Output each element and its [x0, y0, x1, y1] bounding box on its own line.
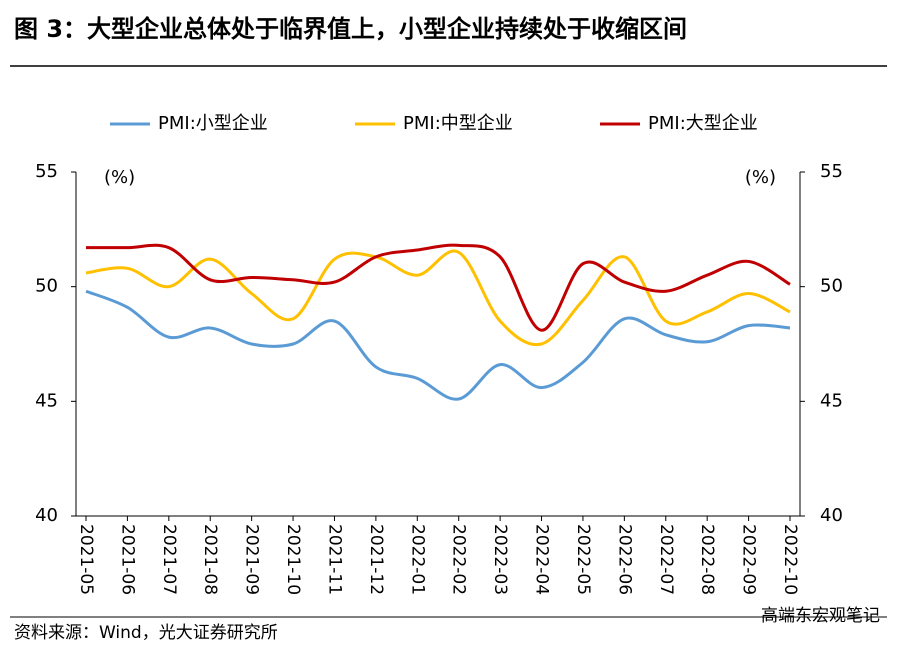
x-tick-label: 2022-05 [573, 524, 593, 595]
x-tick-label: 2021-06 [117, 524, 137, 595]
y2-tick-label: 50 [820, 276, 843, 297]
x-tick-label: 2022-07 [656, 524, 676, 595]
y-tick-label: 45 [35, 390, 58, 411]
x-tick-label: 2021-07 [159, 524, 179, 595]
x-tick-label: 2021-05 [76, 524, 96, 595]
x-tick-label: 2022-06 [614, 524, 634, 595]
legend-label: PMI:小型企业 [158, 113, 268, 134]
x-tick-label: 2022-08 [697, 524, 717, 595]
watermark: 高端东宏观笔记 [761, 606, 880, 626]
legend-label: PMI:大型企业 [648, 113, 758, 134]
x-tick-label: 2022-01 [407, 524, 427, 595]
y2-tick-label: 40 [820, 505, 843, 526]
series-line [86, 243, 791, 332]
source: 资料来源：Wind，光大证券研究所 [14, 623, 278, 643]
x-tick-label: 2022-02 [449, 524, 469, 595]
x-tick-label: 2021-09 [242, 524, 262, 595]
y-tick-label: 55 [35, 161, 58, 182]
y2-tick-label: 45 [820, 390, 843, 411]
y-label: (%) [104, 167, 135, 188]
x-tick-label: 2021-08 [200, 524, 220, 595]
y-tick-label: 40 [35, 505, 58, 526]
y2-label: (%) [745, 167, 776, 188]
x-tick-label: 2021-10 [283, 524, 303, 595]
legend-label: PMI:中型企业 [403, 113, 513, 134]
x-tick-label: 2022-04 [532, 524, 552, 595]
x-tick-label: 2021-12 [366, 524, 386, 595]
y2-tick-label: 55 [820, 161, 843, 182]
x-tick-label: 2021-11 [324, 524, 344, 595]
x-tick-label: 2022-03 [490, 524, 510, 595]
x-tick-label: 2022-10 [780, 524, 800, 595]
series-line [85, 249, 791, 347]
title: 图 3：大型企业总体处于临界值上，小型企业持续处于收缩区间 [14, 15, 687, 43]
y-tick-label: 50 [35, 276, 58, 297]
x-tick-label: 2022-09 [739, 524, 759, 595]
series-line [85, 289, 791, 401]
